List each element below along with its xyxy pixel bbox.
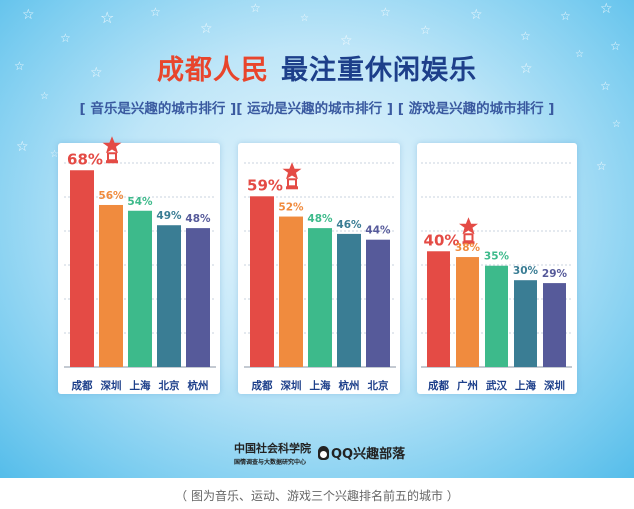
qq-logo: QQ兴趣部落 xyxy=(318,443,405,462)
penguin-icon xyxy=(318,446,329,460)
cass-name: 中国社会科学院 xyxy=(234,442,311,455)
bar xyxy=(279,216,303,367)
image-caption: （ 图为音乐、运动、游戏三个兴趣排名前五的城市 ） xyxy=(175,489,459,503)
star-icon: ☆ xyxy=(596,159,607,173)
star-icon: ☆ xyxy=(520,29,531,43)
category-label: 上海 xyxy=(310,379,331,392)
star-icon: ☆ xyxy=(100,8,115,27)
data-label: 59% xyxy=(247,176,283,194)
bar xyxy=(157,225,181,367)
bar xyxy=(186,228,210,367)
data-label: 29% xyxy=(542,268,568,280)
trophy-icon xyxy=(102,136,122,164)
bar xyxy=(337,233,361,367)
data-label: 40% xyxy=(424,231,460,249)
data-label: 30% xyxy=(513,265,539,277)
data-label: 44% xyxy=(365,225,391,237)
star-icon: ☆ xyxy=(16,139,29,155)
star-icon: ☆ xyxy=(22,7,35,23)
title-highlight: 成都人民 xyxy=(157,55,269,86)
star-icon: ☆ xyxy=(520,61,533,77)
category-label: 上海 xyxy=(130,379,151,392)
category-label: 广州 xyxy=(457,379,478,392)
star-icon: ☆ xyxy=(40,91,49,102)
data-label: 56% xyxy=(98,190,124,202)
title-main: 最注重休闲娱乐 xyxy=(281,55,477,86)
category-label: 成都 xyxy=(72,379,93,392)
category-label: 成都 xyxy=(428,379,449,392)
bar xyxy=(250,196,274,367)
bar xyxy=(485,265,508,367)
star-icon: ☆ xyxy=(610,39,621,53)
category-label: 杭州 xyxy=(188,379,209,392)
infographic-poster: ☆ ☆ ☆ ☆ ☆ ☆ ☆ ☆ ☆ ☆ ☆ ☆ ☆ ☆ ☆ ☆ ☆ ☆ ☆ ☆ ☆ ☆ ☆ ☆ ☆ 成都人民 最注重休闲娱乐 [ … xyxy=(0,0,634,478)
star-icon: ☆ xyxy=(14,59,25,73)
bar xyxy=(366,239,390,367)
category-label: 武汉 xyxy=(486,379,507,392)
star-icon: ☆ xyxy=(560,9,571,23)
cass-logo: 中国社会科学院 国情调查与大数据研究中心 xyxy=(234,440,311,466)
data-label: 46% xyxy=(336,219,362,231)
data-label: 35% xyxy=(484,251,510,263)
data-label: 52% xyxy=(278,202,304,214)
bar xyxy=(128,210,152,367)
category-label: 北京 xyxy=(368,379,389,392)
bar xyxy=(427,251,450,367)
chart-subtitles: [ 音乐是兴趣的城市排行 ][ 运动是兴趣的城市排行 ] [ 游戏是兴趣的城市排… xyxy=(79,101,555,117)
trophy-icon xyxy=(282,162,302,190)
bar xyxy=(70,170,94,367)
category-label: 成都 xyxy=(252,379,273,392)
star-icon: ☆ xyxy=(300,13,309,24)
bar xyxy=(456,257,479,367)
star-icon: ☆ xyxy=(200,21,213,37)
data-label: 38% xyxy=(455,242,481,254)
category-label: 深圳 xyxy=(281,379,302,392)
star-icon: ☆ xyxy=(600,1,613,17)
star-icon: ☆ xyxy=(50,149,59,160)
footer-logos: 中国社会科学院 国情调查与大数据研究中心 QQ兴趣部落 xyxy=(0,440,634,468)
bar xyxy=(308,228,332,367)
bar-charts: 68% 成都 56% 深圳 54% 上海 49% 北京 48% 杭州 59% 成都 52% 深圳 48% 上海… xyxy=(64,136,572,392)
star-icon: ☆ xyxy=(250,1,261,15)
category-label: 深圳 xyxy=(544,379,565,392)
star-icon: ☆ xyxy=(470,7,483,23)
bar xyxy=(543,283,566,367)
star-icon: ☆ xyxy=(420,23,431,37)
category-label: 上海 xyxy=(515,379,536,392)
qq-brand: QQ兴趣部落 xyxy=(331,447,406,462)
bar xyxy=(99,204,123,367)
category-label: 杭州 xyxy=(339,379,360,392)
star-icon: ☆ xyxy=(60,31,71,45)
star-icon: ☆ xyxy=(340,33,353,49)
star-icon: ☆ xyxy=(90,65,103,81)
data-label: 68% xyxy=(67,150,103,168)
trophy-icon xyxy=(459,217,478,245)
category-label: 深圳 xyxy=(101,379,122,392)
star-icon: ☆ xyxy=(612,119,621,130)
data-label: 54% xyxy=(127,196,153,208)
star-icon: ☆ xyxy=(575,49,584,60)
star-icon: ☆ xyxy=(380,5,391,19)
page-title: 成都人民 最注重休闲娱乐 xyxy=(0,48,634,87)
category-label: 北京 xyxy=(159,379,180,392)
star-icon: ☆ xyxy=(150,5,161,19)
cass-subtitle: 国情调查与大数据研究中心 xyxy=(234,459,307,466)
data-label: 48% xyxy=(307,213,333,225)
bar xyxy=(514,280,537,367)
data-label: 48% xyxy=(185,213,211,225)
star-icon: ☆ xyxy=(600,79,611,93)
data-label: 49% xyxy=(156,210,182,222)
